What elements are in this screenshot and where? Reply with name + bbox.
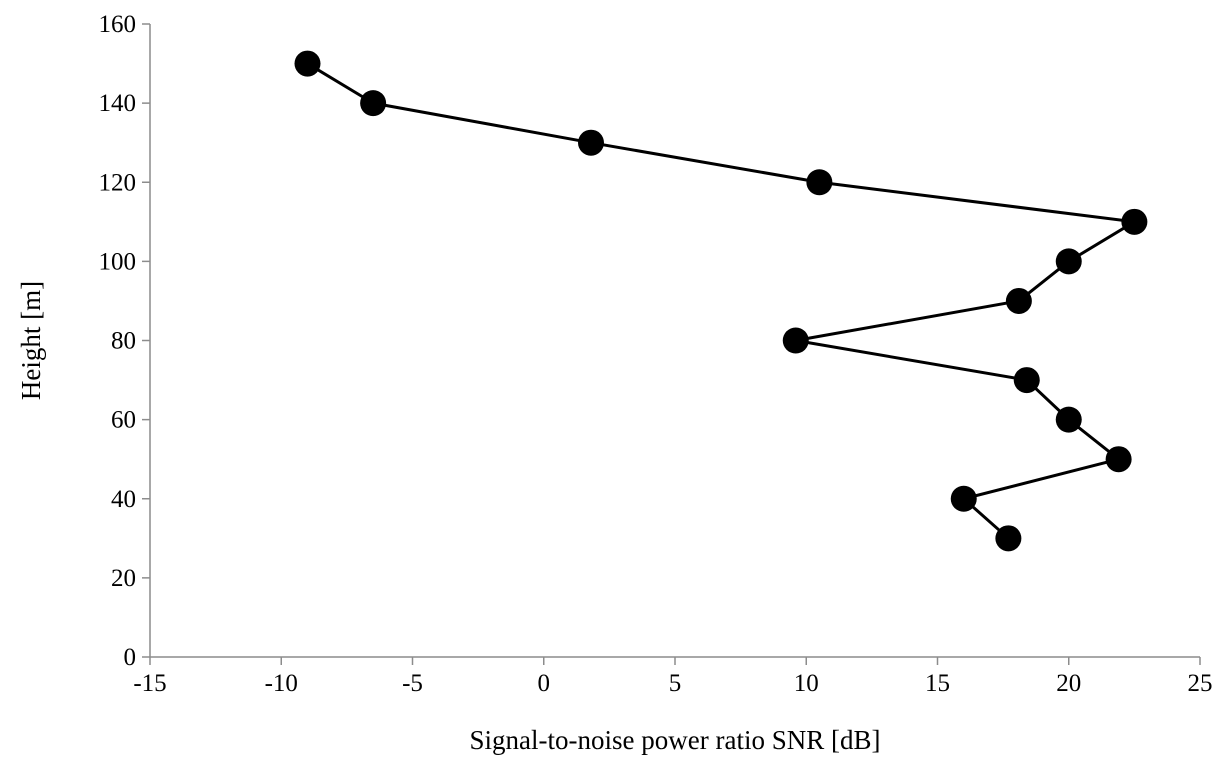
- x-tick-label: 15: [925, 670, 950, 697]
- y-tick-label: 160: [99, 11, 137, 38]
- data-point: [806, 169, 833, 196]
- x-axis-title: Signal-to-noise power ratio SNR [dB]: [470, 725, 881, 755]
- data-point: [782, 327, 809, 354]
- data-point: [1055, 406, 1082, 433]
- x-tick-label: 25: [1188, 670, 1213, 697]
- data-point: [294, 50, 321, 77]
- y-tick-label: 100: [99, 248, 137, 275]
- y-tick-label: 60: [111, 407, 136, 434]
- series: [294, 50, 1148, 552]
- x-tick-label: 0: [538, 670, 551, 697]
- y-tick-label: 140: [99, 90, 137, 117]
- data-point: [1013, 367, 1040, 394]
- x-tick-label: 5: [669, 670, 682, 697]
- x-tick-label: -15: [133, 670, 166, 697]
- data-point: [1055, 248, 1082, 275]
- y-tick-label: 40: [111, 486, 136, 513]
- data-point: [360, 90, 387, 117]
- data-point: [950, 485, 977, 512]
- x-ticks: -15 -10 -5 0 5 10 15 20 25: [133, 657, 1213, 697]
- data-point: [1105, 446, 1132, 473]
- data-point: [1121, 208, 1148, 235]
- y-ticks: 0 20 40 60 80 100 120 140 160: [99, 11, 150, 671]
- y-tick-label: 120: [99, 169, 137, 196]
- data-point: [1005, 287, 1032, 314]
- y-tick-label: 0: [124, 644, 137, 671]
- y-tick-label: 80: [111, 328, 136, 355]
- x-tick-label: -10: [265, 670, 298, 697]
- x-tick-label: 20: [1056, 670, 1081, 697]
- x-tick-label: 10: [794, 670, 819, 697]
- y-tick-label: 20: [111, 565, 136, 592]
- data-point: [995, 525, 1022, 552]
- y-axis-title: Height [m]: [16, 281, 46, 400]
- data-point: [578, 129, 604, 156]
- x-tick-label: -5: [402, 670, 423, 697]
- axes: -15 -10 -5 0 5 10 15 20 25 0 20 40 60 80 100 120 140 160: [99, 11, 1213, 697]
